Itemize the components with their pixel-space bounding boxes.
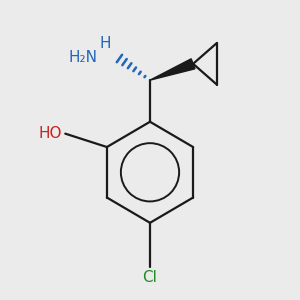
Polygon shape xyxy=(150,59,195,80)
Text: H₂N: H₂N xyxy=(69,50,98,65)
Text: Cl: Cl xyxy=(142,270,158,285)
Text: HO: HO xyxy=(39,126,62,141)
Text: H: H xyxy=(100,35,111,50)
